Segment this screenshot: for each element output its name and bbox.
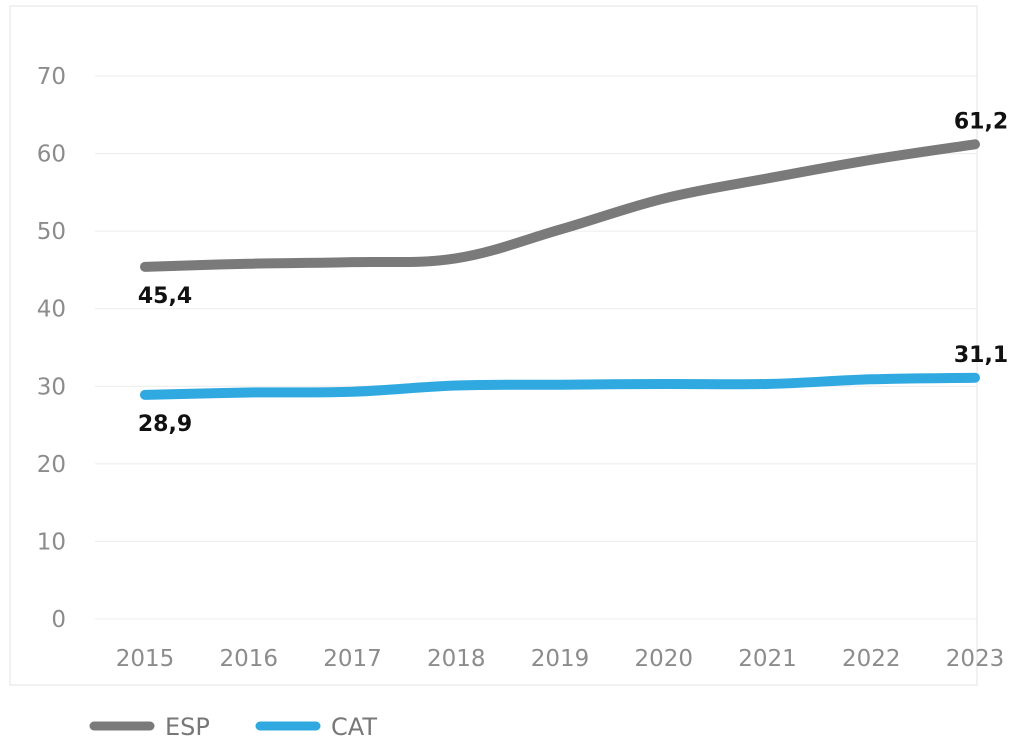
y-axis-tick-labels: 0 10 20 30 40 50 60 70 [37, 64, 66, 633]
series-lines [140, 139, 980, 400]
y-tick-label: 30 [37, 374, 66, 400]
legend: ESP CAT [89, 713, 377, 738]
data-label-cat-start: 28,9 [138, 412, 192, 437]
legend-item-esp: ESP [89, 713, 210, 738]
gridlines [95, 75, 978, 620]
plot-frame [9, 5, 978, 686]
y-tick-label: 70 [37, 64, 66, 90]
x-tick-label: 2021 [738, 646, 797, 672]
x-tick-label: 2019 [531, 646, 590, 672]
x-tick-label: 2017 [323, 646, 382, 672]
x-tick-label: 2023 [946, 646, 1005, 672]
y-tick-label: 0 [51, 607, 66, 633]
y-tick-label: 50 [37, 219, 66, 245]
y-tick-label: 40 [37, 297, 66, 323]
data-label-cat-end: 31,1 [954, 343, 1008, 368]
plot-border [9, 5, 978, 686]
series-line-cat [140, 372, 980, 400]
x-tick-label: 2016 [219, 646, 278, 672]
x-tick-label: 2015 [116, 646, 175, 672]
legend-label: CAT [331, 713, 377, 738]
x-tick-label: 2018 [427, 646, 486, 672]
x-axis-tick-labels: 2015 2016 2017 2018 2019 2020 2021 2022 2023 [116, 646, 1005, 672]
data-label-esp-end: 61,2 [954, 109, 1008, 134]
data-label-esp-start: 45,4 [138, 284, 192, 309]
legend-label: ESP [165, 713, 210, 738]
y-tick-label: 60 [37, 142, 66, 168]
data-labels: 45,4 61,2 28,9 31,1 [138, 109, 1008, 437]
series-line-esp [140, 139, 980, 272]
y-tick-label: 20 [37, 452, 66, 478]
x-tick-label: 2020 [634, 646, 693, 672]
x-tick-label: 2022 [842, 646, 901, 672]
y-tick-label: 10 [37, 529, 66, 555]
legend-item-cat: CAT [255, 713, 377, 738]
